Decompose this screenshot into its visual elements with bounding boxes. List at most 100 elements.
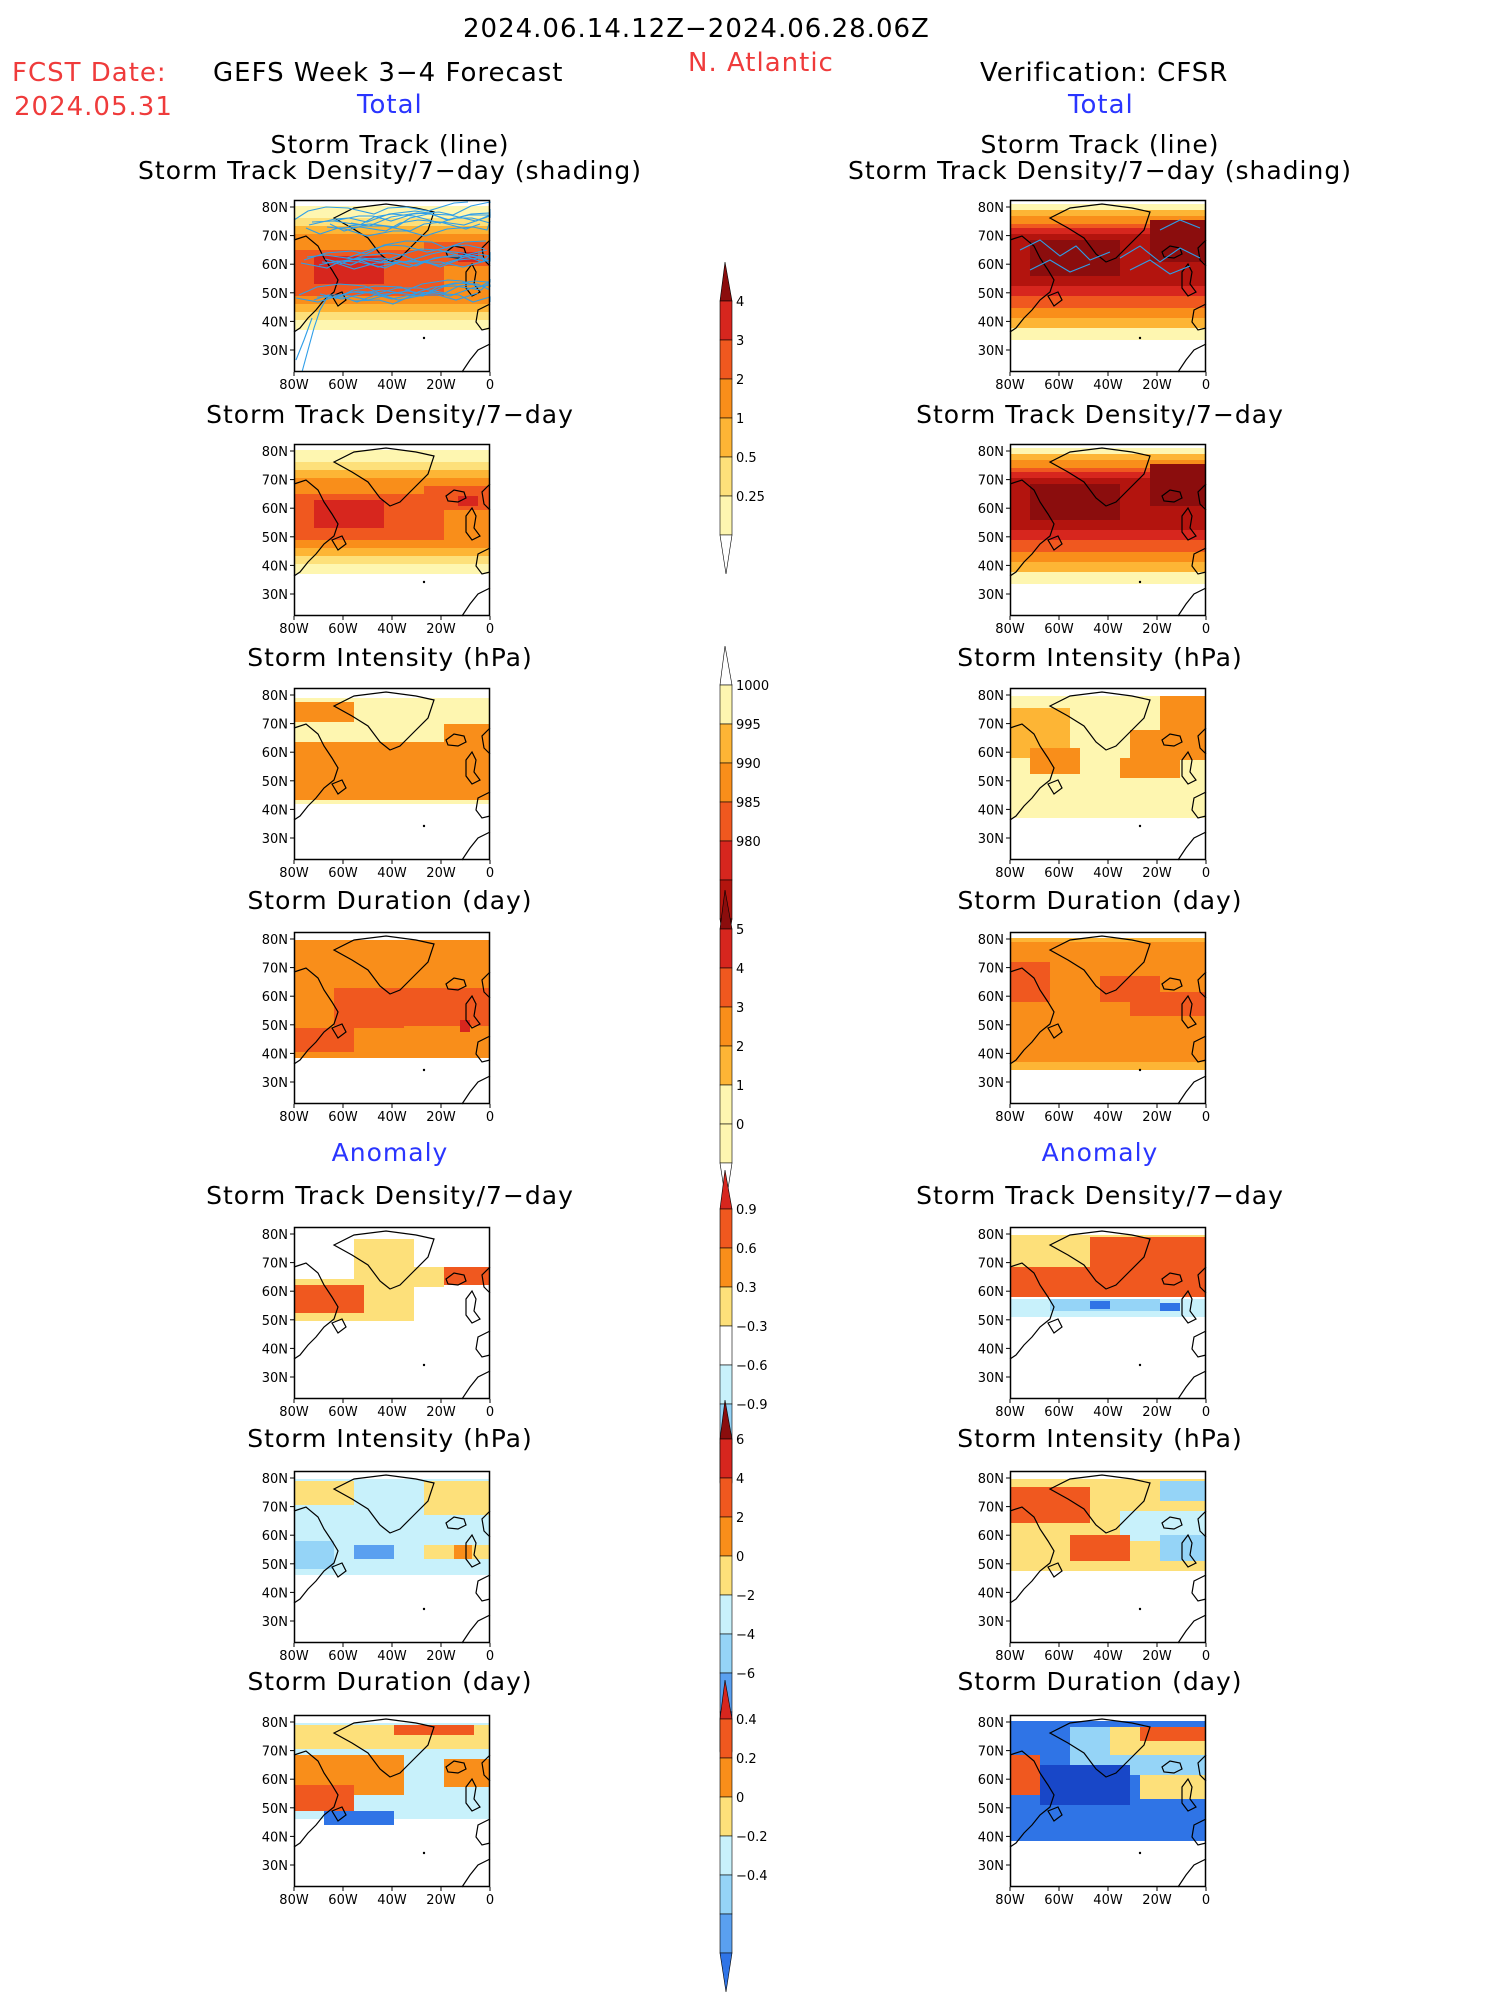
lon-tick-label: 40W: [377, 1893, 407, 1908]
lat-tick-label: 30N: [978, 832, 1004, 847]
colorbar-segment: [719, 1438, 733, 1479]
lat-tick-label: 50N: [978, 1558, 1004, 1573]
lat-tick-label: 50N: [262, 1558, 288, 1573]
lon-tick-label: 80W: [279, 1893, 309, 1908]
lat-tick-label: 80N: [262, 445, 288, 460]
lon-tick-label: 60W: [328, 622, 358, 637]
lon-tick-label: 80W: [995, 1649, 1025, 1664]
lat-tick-label: 70N: [978, 718, 1004, 733]
colorbar-segment: [719, 1208, 733, 1249]
lat-tick-label: 70N: [978, 962, 1004, 977]
right-anom-intensity-map: 80N 70N 60N 50N 40N 30N 80W 60W 40W 20W 0: [978, 1470, 1210, 1664]
lat-tick-label: 40N: [262, 315, 288, 330]
lat-tick-label: 30N: [978, 1859, 1004, 1874]
right-model-title: Verification: CFSR: [980, 58, 1229, 88]
left-duration-map: 80N 70N 60N 50N 40N 30N 80W 60W 40W 20W 0: [262, 931, 494, 1125]
lon-tick-label: 80W: [995, 1893, 1025, 1908]
lat-tick-label: 60N: [978, 1529, 1004, 1544]
lon-tick-label: 80W: [279, 866, 309, 881]
colorbar-segment: [719, 1170, 733, 1210]
lat-tick-label: 60N: [978, 502, 1004, 517]
lat-tick-label: 80N: [262, 1472, 288, 1487]
colorbar-segment: [719, 1555, 733, 1596]
lat-tick-label: 40N: [262, 559, 288, 574]
right-duration-title: Storm Duration (day): [957, 886, 1243, 915]
left-anom-density-map: 80N 70N 60N 50N 40N 30N 80W 60W 40W 20W 0: [262, 1226, 494, 1420]
right-duration-map: 80N 70N 60N 50N 40N 30N 80W 60W 40W 20W 0: [978, 931, 1210, 1125]
lon-tick-label: 80W: [279, 1405, 309, 1420]
colorbar-label: 6: [736, 1433, 744, 1448]
lat-tick-label: 70N: [262, 474, 288, 489]
lat-tick-label: 30N: [262, 588, 288, 603]
lat-tick-label: 50N: [978, 1019, 1004, 1034]
lat-tick-label: 50N: [262, 1314, 288, 1329]
right-anom-intensity-title: Storm Intensity (hPa): [957, 1424, 1243, 1453]
left-density-title: Storm Track Density/7−day: [206, 400, 574, 429]
region-label: N. Atlantic: [688, 48, 834, 78]
colorbar-segment: [719, 1835, 733, 1876]
lon-tick-label: 0: [486, 866, 494, 881]
lat-tick-label: 50N: [262, 775, 288, 790]
lon-tick-label: 0: [1202, 1405, 1210, 1420]
lat-tick-label: 60N: [978, 258, 1004, 273]
colorbar-segment: [719, 1952, 733, 1993]
left-anom-density-title: Storm Track Density/7−day: [206, 1181, 574, 1210]
lon-tick-label: 40W: [1093, 1405, 1123, 1420]
lat-tick-label: 80N: [262, 1716, 288, 1731]
colorbar-segment: [719, 1325, 733, 1366]
colorbar-label: 980: [736, 835, 761, 850]
colorbar-segment: [719, 1247, 733, 1288]
lon-tick-label: 20W: [1142, 1110, 1172, 1125]
lat-tick-label: 70N: [262, 718, 288, 733]
left-track-line-map: 80N 70N 60N 50N 40N 30N 80W 60W 40W 20W 0: [262, 199, 494, 393]
lat-tick-label: 50N: [262, 1019, 288, 1034]
lon-tick-label: 0: [1202, 378, 1210, 393]
lon-tick-label: 20W: [426, 1405, 456, 1420]
lon-tick-label: 40W: [1093, 1110, 1123, 1125]
colorbar-segment: [719, 1123, 733, 1164]
lon-tick-label: 60W: [1044, 1405, 1074, 1420]
lat-tick-label: 30N: [262, 1615, 288, 1630]
lon-tick-label: 20W: [1142, 1649, 1172, 1664]
lon-tick-label: 0: [1202, 622, 1210, 637]
lat-tick-label: 70N: [262, 1257, 288, 1272]
lat-tick-label: 30N: [978, 1615, 1004, 1630]
lat-tick-label: 80N: [978, 1472, 1004, 1487]
colorbar-segment: [719, 1477, 733, 1518]
colorbar-label: 990: [736, 757, 761, 772]
right-anom-density-title: Storm Track Density/7−day: [916, 1181, 1284, 1210]
colorbar-segment: [719, 1718, 733, 1759]
lon-tick-label: 80W: [279, 622, 309, 637]
lon-tick-label: 40W: [377, 622, 407, 637]
left-anom-intensity-title: Storm Intensity (hPa): [247, 1424, 533, 1453]
colorbar-label: 4: [736, 962, 744, 977]
colorbar-label: 3: [736, 334, 744, 349]
lat-tick-label: 40N: [978, 1047, 1004, 1062]
lat-tick-label: 70N: [978, 230, 1004, 245]
lat-tick-label: 50N: [262, 531, 288, 546]
lat-tick-label: 80N: [978, 933, 1004, 948]
colorbar-label: 985: [736, 796, 761, 811]
lat-tick-label: 30N: [978, 1076, 1004, 1091]
lat-tick-label: 70N: [978, 1745, 1004, 1760]
lon-tick-label: 20W: [1142, 622, 1172, 637]
lon-tick-label: 60W: [328, 1110, 358, 1125]
lat-tick-label: 60N: [262, 1773, 288, 1788]
lon-tick-label: 80W: [279, 1110, 309, 1125]
lat-tick-label: 30N: [262, 1076, 288, 1091]
colorbar-intensity-anom: 6 4 2 0 −2 −4 −6: [719, 1400, 755, 1791]
right-density-title: Storm Track Density/7−day: [916, 400, 1284, 429]
lat-tick-label: 40N: [978, 315, 1004, 330]
lat-tick-label: 60N: [978, 1285, 1004, 1300]
left-density-map: 80N 70N 60N 50N 40N 30N 80W 60W 40W 20W 0: [262, 443, 494, 637]
colorbar-segment: [719, 1757, 733, 1798]
lon-tick-label: 40W: [1093, 622, 1123, 637]
lon-tick-label: 40W: [377, 866, 407, 881]
colorbar-label: −0.2: [736, 1830, 768, 1845]
colorbar-segment: [719, 534, 733, 575]
lon-tick-label: 0: [486, 1649, 494, 1664]
lat-tick-label: 60N: [262, 990, 288, 1005]
lon-tick-label: 40W: [1093, 378, 1123, 393]
lat-tick-label: 60N: [978, 746, 1004, 761]
colorbar-segment: [719, 1680, 733, 1720]
